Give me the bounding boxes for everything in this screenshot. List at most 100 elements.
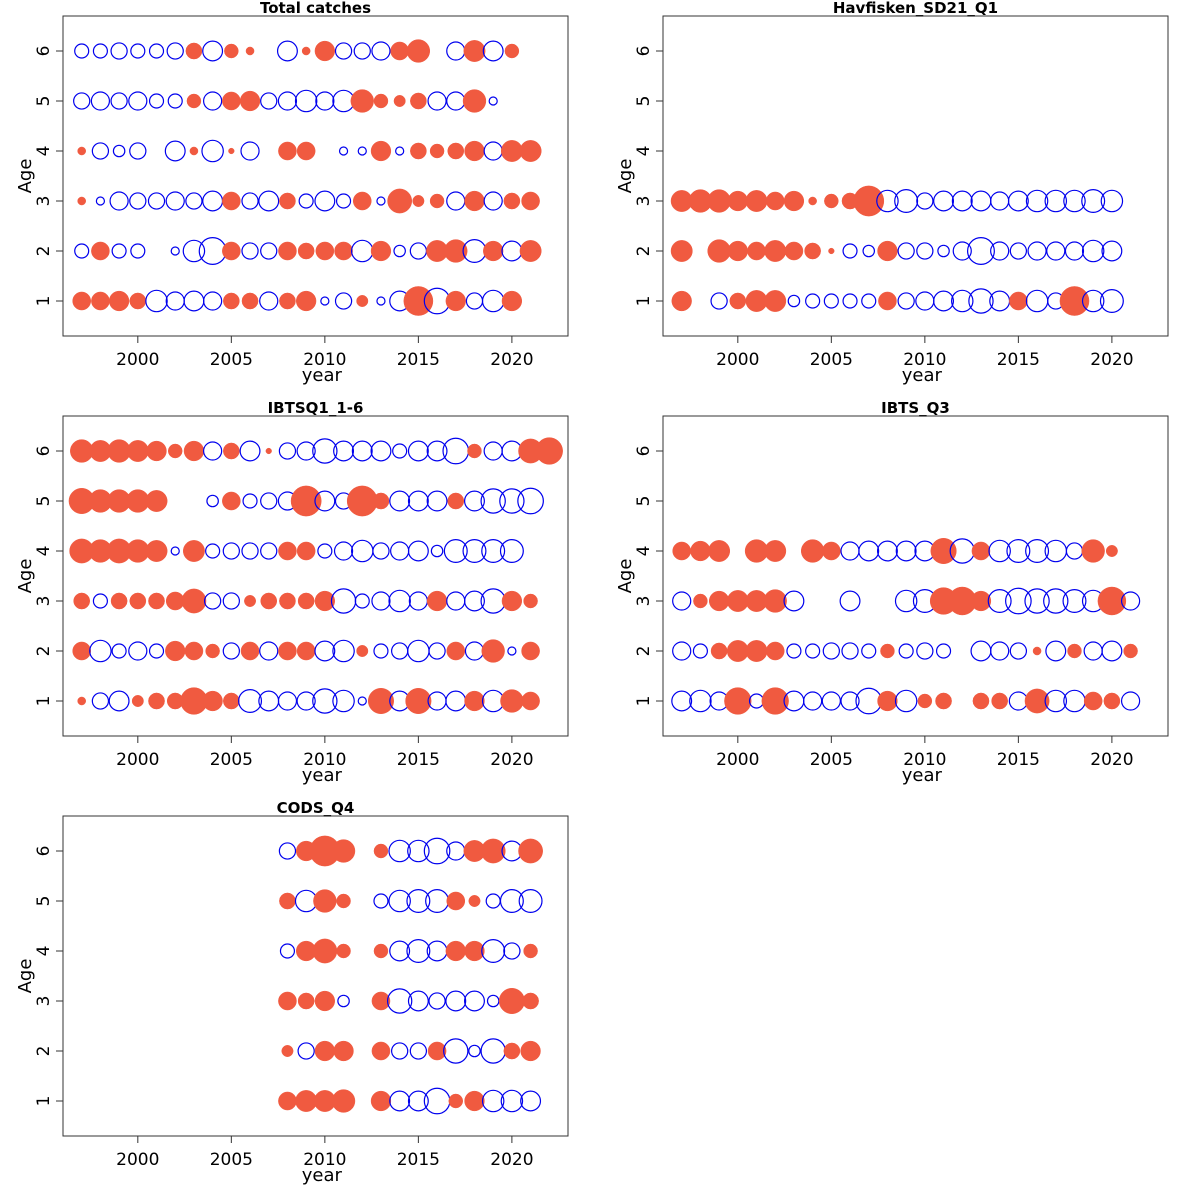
positive-residual-point bbox=[334, 241, 353, 261]
positive-residual-point bbox=[877, 690, 898, 712]
negative-residual-point bbox=[423, 837, 451, 865]
positive-residual-point bbox=[670, 240, 693, 262]
negative-residual-point bbox=[933, 290, 955, 312]
negative-residual-point bbox=[1081, 189, 1106, 214]
positive-residual-point bbox=[406, 39, 431, 63]
y-tick-label: 3 bbox=[34, 996, 54, 1007]
negative-residual-point bbox=[395, 146, 405, 156]
negative-residual-point bbox=[222, 592, 240, 610]
panel-title: IBTS_Q3 bbox=[881, 399, 950, 417]
negative-residual-point bbox=[315, 91, 335, 111]
negative-residual-point bbox=[1045, 640, 1067, 662]
x-tick-label: 2005 bbox=[210, 1150, 253, 1170]
x-tick-label: 2020 bbox=[490, 350, 533, 370]
negative-residual-point bbox=[332, 639, 355, 663]
positive-residual-point bbox=[223, 292, 240, 310]
positive-residual-point bbox=[522, 992, 539, 1010]
positive-residual-point bbox=[464, 190, 485, 212]
positive-residual-point bbox=[764, 290, 787, 312]
negative-residual-point bbox=[823, 293, 839, 309]
negative-residual-point bbox=[483, 191, 503, 211]
positive-residual-point bbox=[129, 292, 147, 310]
panel-5: CODS_Q4 2000 2005 2010 2015 2020 year 1 2 3 4 5 6 Age bbox=[15, 799, 569, 1186]
positive-residual-point bbox=[356, 645, 369, 657]
positive-residual-point bbox=[183, 540, 205, 562]
negative-residual-point bbox=[388, 589, 411, 613]
negative-residual-point bbox=[372, 542, 390, 560]
y-tick-label: 5 bbox=[634, 496, 654, 507]
negative-residual-point bbox=[1101, 640, 1123, 662]
negative-residual-point bbox=[371, 591, 391, 611]
negative-residual-point bbox=[170, 246, 180, 256]
positive-residual-point bbox=[297, 992, 315, 1010]
positive-residual-point bbox=[333, 1040, 354, 1062]
negative-residual-point bbox=[406, 888, 431, 913]
x-axis-label: year bbox=[302, 1165, 343, 1186]
negative-residual-point bbox=[1120, 691, 1141, 711]
y-tick-label: 3 bbox=[34, 596, 54, 607]
positive-residual-point bbox=[181, 588, 207, 614]
positive-residual-point bbox=[991, 692, 1008, 710]
negative-residual-point bbox=[148, 643, 165, 659]
x-tick-label: 2015 bbox=[397, 1150, 440, 1170]
negative-residual-point bbox=[330, 588, 357, 614]
positive-residual-point bbox=[877, 240, 898, 262]
y-tick-label: 5 bbox=[34, 896, 54, 907]
negative-residual-point bbox=[241, 242, 259, 260]
positive-residual-point bbox=[521, 191, 540, 211]
positive-residual-point bbox=[764, 540, 787, 562]
y-axis-label: Age bbox=[615, 159, 636, 194]
positive-residual-point bbox=[464, 140, 485, 162]
positive-residual-point bbox=[297, 592, 315, 610]
positive-residual-point bbox=[765, 641, 785, 661]
panel-title: CODS_Q4 bbox=[277, 799, 355, 817]
negative-residual-point bbox=[108, 690, 130, 712]
positive-residual-point bbox=[279, 892, 296, 910]
negative-residual-point bbox=[278, 842, 297, 860]
positive-residual-point bbox=[279, 592, 296, 610]
x-tick-label: 2020 bbox=[490, 1150, 533, 1170]
negative-residual-point bbox=[206, 494, 219, 508]
positive-residual-point bbox=[521, 641, 540, 661]
x-tick-label: 2015 bbox=[997, 350, 1040, 370]
positive-residual-point bbox=[935, 692, 952, 710]
negative-residual-point bbox=[297, 1042, 315, 1060]
negative-residual-point bbox=[203, 291, 223, 311]
positive-residual-point bbox=[129, 592, 147, 610]
positive-residual-point bbox=[519, 140, 542, 162]
positive-residual-point bbox=[77, 146, 86, 156]
positive-residual-point bbox=[301, 46, 311, 56]
positive-residual-point bbox=[761, 687, 789, 715]
negative-residual-point bbox=[787, 294, 801, 308]
negative-residual-point bbox=[464, 490, 485, 512]
positive-residual-point bbox=[464, 690, 485, 712]
positive-residual-point bbox=[1059, 286, 1090, 316]
positive-residual-point bbox=[824, 193, 839, 209]
positive-residual-point bbox=[707, 189, 731, 213]
positive-residual-point bbox=[535, 437, 563, 465]
negative-residual-point bbox=[1046, 241, 1066, 261]
negative-residual-point bbox=[897, 292, 915, 310]
positive-residual-point bbox=[405, 688, 432, 714]
negative-residual-point bbox=[517, 487, 544, 515]
positive-residual-point bbox=[239, 90, 261, 112]
y-tick-label: 5 bbox=[34, 496, 54, 507]
negative-residual-point bbox=[966, 237, 995, 265]
positive-residual-point bbox=[426, 590, 448, 612]
positive-residual-point bbox=[446, 641, 466, 661]
negative-residual-point bbox=[689, 689, 712, 713]
positive-residual-point bbox=[448, 1093, 464, 1109]
negative-residual-point bbox=[425, 888, 450, 913]
positive-residual-point bbox=[930, 538, 957, 564]
x-tick-label: 2000 bbox=[116, 750, 159, 770]
y-axis-label: Age bbox=[15, 159, 36, 194]
negative-residual-point bbox=[239, 440, 261, 462]
x-axis-label: year bbox=[902, 765, 943, 786]
positive-residual-point bbox=[367, 688, 394, 714]
positive-residual-point bbox=[747, 241, 766, 261]
negative-residual-point bbox=[933, 190, 955, 212]
negative-residual-point bbox=[990, 191, 1010, 211]
positive-residual-point bbox=[186, 93, 202, 109]
negative-residual-point bbox=[222, 542, 240, 560]
